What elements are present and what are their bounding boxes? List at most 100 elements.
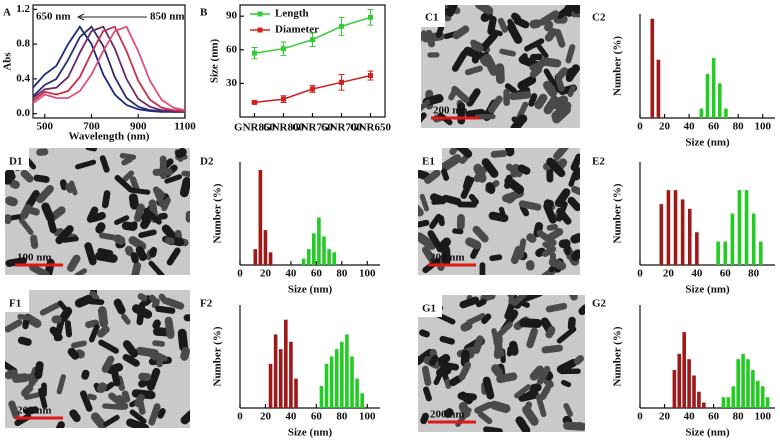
nanorod	[571, 185, 580, 196]
nanorod	[85, 148, 97, 152]
nanorod	[17, 336, 32, 346]
nanorod	[457, 214, 465, 230]
nanorod	[526, 233, 537, 243]
bar	[289, 341, 293, 408]
nanorod	[97, 325, 110, 338]
nanorod	[95, 222, 106, 234]
nanorod	[177, 328, 189, 352]
nanorod	[179, 177, 190, 198]
nanorod	[538, 10, 560, 26]
x-tick-label: GNR800	[263, 122, 304, 134]
nanorod	[573, 5, 580, 14]
point	[252, 50, 257, 56]
nanorod	[452, 25, 470, 40]
nanorod	[545, 326, 556, 339]
bar	[730, 213, 735, 265]
nanorod	[421, 112, 427, 125]
x-tick-label: 0	[637, 411, 643, 423]
panel-label-background	[5, 290, 29, 312]
nanorod	[578, 304, 585, 316]
nanorod	[56, 374, 66, 395]
nanorod	[418, 219, 430, 228]
point	[339, 23, 344, 29]
nanorod	[5, 196, 18, 207]
nanorod	[164, 316, 175, 339]
annotation-arrow	[76, 13, 147, 21]
bar	[711, 58, 716, 118]
nanorod	[81, 369, 90, 380]
y-tick-label: 90	[226, 10, 238, 22]
nanorod	[472, 335, 484, 355]
bar	[360, 393, 364, 408]
nanorod	[466, 88, 481, 107]
point	[281, 96, 286, 102]
panel-label: A	[3, 7, 11, 19]
nanorod	[69, 409, 81, 423]
x-tick-label: 0	[237, 411, 243, 423]
y-tick-label: 0.8	[16, 38, 30, 50]
point	[281, 46, 286, 52]
x-axis-label: Wavelength (nm)	[69, 131, 150, 143]
bar	[332, 252, 336, 265]
bar	[263, 230, 268, 265]
nanorod	[489, 254, 503, 262]
nanorod	[38, 387, 48, 409]
scale-bar-label: 200 nm	[17, 405, 52, 417]
nanorod	[524, 38, 545, 52]
y-tick-label: 60	[226, 43, 238, 55]
nanorod	[18, 217, 34, 235]
y-axis-label: Number (%)	[212, 326, 224, 386]
tem-image: 200 nm	[421, 5, 580, 128]
y-axis-label: Number (%)	[612, 36, 624, 96]
nanorod	[475, 5, 494, 15]
nanorod	[543, 202, 557, 224]
bar	[687, 208, 692, 265]
nanorod	[17, 313, 34, 321]
nanorod	[458, 361, 472, 381]
nanorod	[529, 383, 542, 393]
nanorod	[465, 313, 486, 326]
nanorod	[565, 421, 583, 430]
nanorod	[518, 53, 528, 63]
nanorod	[24, 406, 39, 415]
bar	[702, 402, 706, 408]
nanorod	[71, 340, 87, 349]
nanorod	[157, 212, 168, 220]
bar	[687, 359, 691, 408]
x-tick-label: 20	[659, 121, 671, 133]
x-tick-label: 80	[336, 411, 348, 423]
panel-label: E2	[592, 156, 605, 168]
bar	[765, 397, 770, 408]
nanorod	[565, 44, 576, 64]
nanorod	[496, 321, 513, 338]
nanorod	[465, 237, 482, 250]
bar	[736, 359, 740, 408]
nanorod	[164, 174, 183, 184]
panel-label: D1	[9, 156, 22, 168]
nanorod	[507, 18, 517, 31]
nanorod	[427, 52, 440, 58]
nanorod	[480, 55, 491, 67]
nanorod	[148, 350, 159, 361]
nanorod	[511, 295, 531, 306]
series-line	[32, 25, 186, 112]
nanorod	[442, 362, 460, 371]
nanorod	[460, 176, 475, 199]
point	[368, 73, 373, 79]
x-tick-label: GNR750	[292, 122, 333, 134]
y-axis-label: Abs	[2, 52, 14, 71]
legend-label: Length	[275, 8, 309, 20]
nanorod	[8, 400, 20, 420]
nanorod	[119, 153, 137, 160]
nanorod	[529, 19, 542, 29]
nanorod	[122, 340, 139, 358]
nanorod	[567, 85, 576, 98]
nanorod	[554, 98, 563, 112]
point	[310, 37, 315, 43]
nanorod	[102, 403, 126, 410]
nanorod	[493, 338, 505, 358]
nanorod	[530, 59, 545, 77]
x-tick-label: 80	[336, 268, 348, 280]
nanorod	[147, 367, 161, 391]
bar	[340, 341, 344, 408]
